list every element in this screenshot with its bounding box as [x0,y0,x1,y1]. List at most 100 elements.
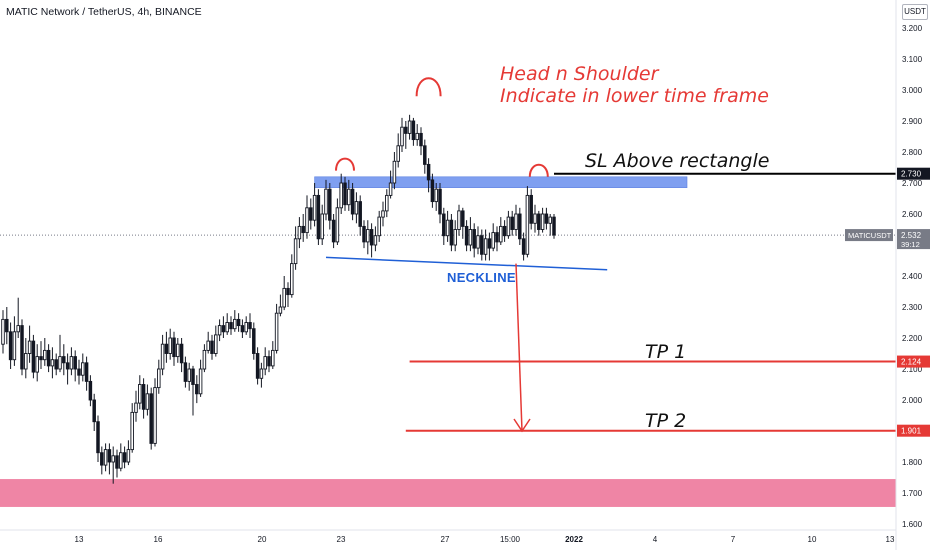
candle-body [518,213,522,240]
candle-body [483,238,488,255]
candle [46,344,51,373]
candle [426,158,431,193]
candle-body [506,216,511,237]
candle [206,331,210,354]
candle [506,210,511,239]
candle [81,353,85,382]
candle [366,220,370,255]
candle-body [263,356,267,370]
currency-selector[interactable]: USDT [902,4,928,20]
candle [544,207,549,230]
candle [453,220,457,252]
candle-body [100,452,104,466]
candle-body [461,210,465,227]
candle [392,152,397,190]
candle [400,117,404,152]
candle-body [31,340,36,373]
candle-body [39,356,43,361]
candle-body [69,356,74,370]
candle-body [320,213,324,240]
candle-body [240,325,245,333]
candle-body [369,229,374,246]
candle [187,362,191,391]
candle-body [107,449,112,463]
candle [286,282,290,307]
head-arc [415,77,442,97]
candle [388,170,393,199]
candle-body [381,210,385,218]
candle [5,307,9,345]
candle [145,384,150,416]
symbol-tag-text: MATICUSDT [848,231,892,240]
pattern-annotation-line2: Indicate in lower time frame [500,85,769,107]
candle [54,353,58,376]
y-tick-label: 2.400 [902,272,923,281]
candle-body [540,213,545,230]
candle-body [297,225,302,240]
candle-body [46,349,51,367]
candle [141,378,146,419]
shoulder-arc [335,157,355,171]
candle-body [50,359,55,367]
candle [43,338,47,366]
candle [255,347,260,385]
candle-body [366,229,370,243]
candle [77,359,81,385]
candle [240,319,245,338]
candle [252,322,256,360]
drawings-layer [325,77,608,433]
candle [385,189,389,218]
target-arrow-head [513,418,531,433]
candle [358,195,362,236]
candle [362,220,366,249]
current-price-tag-bg [897,229,930,250]
candle [445,210,450,242]
candle-body [274,312,279,351]
candle-body [160,343,165,370]
candle [290,254,294,298]
candle [16,297,20,338]
candle-body [217,325,222,336]
candle [271,341,275,369]
candle [263,347,267,376]
y-tick-label: 2.800 [902,148,923,157]
candle [24,338,28,379]
candle [134,390,138,422]
candle [1,310,5,354]
candle [480,229,484,261]
candle [210,334,214,360]
candle-body [236,318,241,327]
candle-body [309,207,313,221]
candle [8,322,13,369]
candle-body [149,393,153,444]
candle-body [96,421,100,454]
candle [50,347,55,379]
candle [312,183,317,227]
candle [267,350,271,373]
candle-body [179,343,184,364]
candle [248,313,252,338]
candle-body [157,368,161,389]
candle-body [62,356,66,364]
candle [274,303,279,354]
candle-body [487,238,492,249]
candle-body [259,368,264,379]
candle-body [328,188,332,221]
candle-body [388,182,393,196]
candle-body [88,380,93,401]
x-tick-label: 7 [731,535,736,544]
candle-body [115,455,119,469]
candle [160,334,165,376]
candle [495,226,499,252]
candle [430,173,435,208]
candle-body [172,337,176,358]
candle [491,223,495,252]
y-tick-label: 3.000 [902,86,923,95]
candle-body [278,306,283,314]
candle [157,359,161,394]
candle [183,356,188,388]
candle-body [495,232,499,243]
candle-body [529,194,533,224]
